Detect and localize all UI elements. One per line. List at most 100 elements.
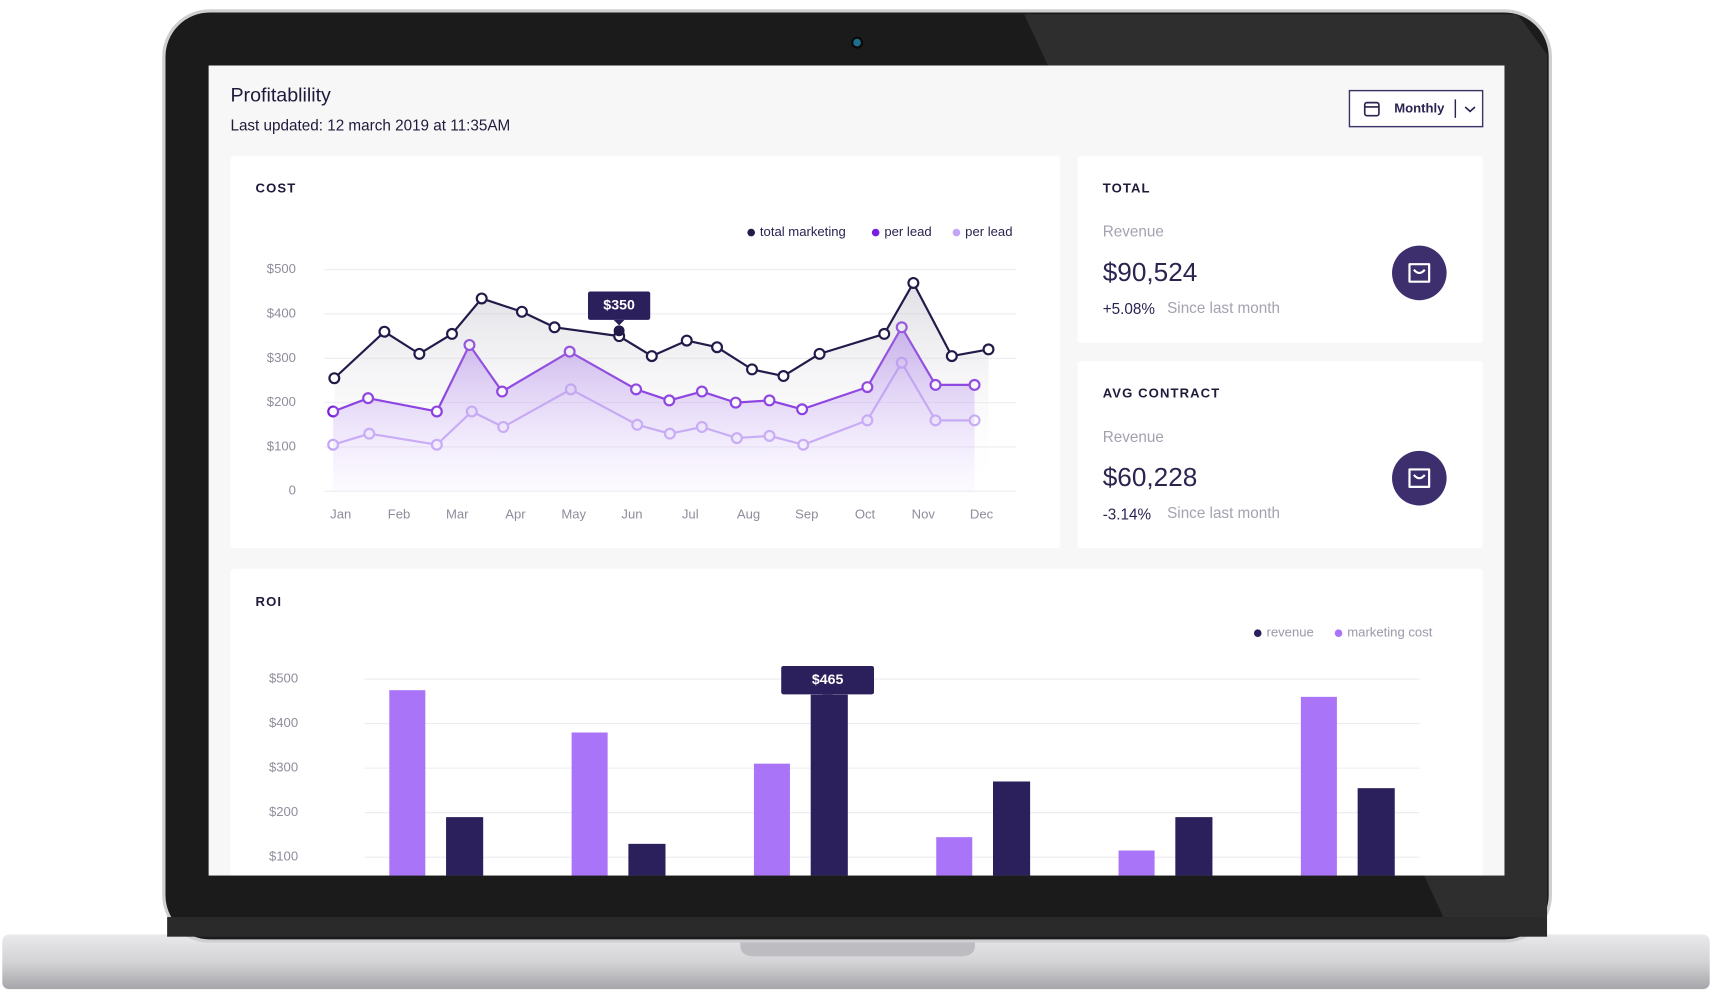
bar: [753, 763, 790, 876]
point-marker: [711, 341, 724, 354]
dropdown-chevron[interactable]: [1464, 106, 1476, 113]
point-marker: [328, 372, 341, 385]
legend-dot: [952, 228, 961, 237]
legend-dot: [1253, 629, 1262, 638]
x-tick-label: Oct: [855, 507, 876, 522]
y-tick-label: $500: [269, 670, 298, 685]
x-tick-label: Sep: [795, 507, 818, 522]
card-change: +5.08%: [1103, 301, 1156, 318]
bar: [1175, 817, 1213, 876]
point-marker: [982, 343, 995, 356]
total-card: [1077, 156, 1483, 343]
point-marker: [680, 334, 693, 347]
point-marker: [945, 350, 958, 363]
series-area: [334, 282, 989, 492]
camera: [851, 36, 864, 49]
bar: [446, 817, 484, 876]
point-marker: [813, 347, 826, 360]
point-marker: [745, 363, 759, 376]
legend-dot: [871, 228, 880, 237]
legend-dot: [1334, 629, 1343, 638]
x-tick-label: Jul: [682, 507, 699, 522]
x-tick-label: Aug: [737, 507, 760, 522]
card-label: Revenue: [1103, 429, 1164, 446]
roi-card: [230, 568, 1483, 876]
avg-contract-card: [1077, 361, 1483, 549]
lid-bottom: [167, 917, 1548, 937]
y-tick-label: 0: [289, 483, 296, 498]
highlight-marker: [613, 325, 625, 337]
page-title: Profitablility: [230, 84, 331, 106]
bar: [389, 690, 426, 876]
point-marker: [907, 276, 920, 289]
bar: [810, 694, 848, 876]
bar: [936, 837, 973, 876]
y-tick-label: $300: [269, 760, 298, 775]
bar: [993, 781, 1031, 876]
card-label: Revenue: [1103, 224, 1164, 241]
point-marker: [548, 321, 561, 334]
tooltip-pointer: [822, 694, 834, 700]
tooltip-pointer: [613, 319, 625, 326]
calendar-icon: [1363, 101, 1380, 117]
point-marker: [475, 292, 488, 305]
laptop-base: [2, 934, 1710, 990]
legend-label: per lead: [965, 224, 1012, 239]
bag-icon: [1408, 263, 1431, 283]
bar: [571, 732, 608, 876]
y-tick-label: $400: [267, 305, 296, 320]
tooltip: [781, 665, 875, 695]
period-dropdown[interactable]: Monthly: [1348, 89, 1484, 128]
legend-label: per lead: [884, 224, 931, 239]
bag-icon: [1408, 468, 1431, 488]
card-note: Since last month: [1167, 300, 1280, 317]
x-tick-label: Apr: [505, 507, 526, 522]
point-marker: [777, 370, 790, 383]
point-marker: [515, 305, 528, 318]
dropdown-label[interactable]: Monthly: [1394, 101, 1445, 116]
y-tick-label: $100: [267, 438, 296, 453]
card-value: $60,228: [1103, 462, 1198, 492]
card-title: TOTAL: [1103, 180, 1151, 195]
y-tick-label: $200: [269, 804, 298, 819]
y-tick-label: $400: [269, 715, 298, 730]
chart-title: COST: [256, 180, 297, 195]
card-change: -3.14%: [1103, 506, 1152, 523]
last-updated: Last updated: 12 march 2019 at 11:35AM: [230, 118, 510, 135]
dropdown-box[interactable]: [1348, 89, 1484, 128]
legend-label: marketing cost: [1347, 625, 1433, 640]
card-note: Since last month: [1167, 505, 1280, 522]
point-marker: [445, 327, 458, 340]
bar: [1118, 850, 1155, 876]
chart-title: ROI: [256, 594, 283, 609]
y-tick-label: $100: [269, 849, 298, 864]
card-value: $90,524: [1103, 257, 1198, 287]
point-marker: [378, 325, 391, 338]
y-tick-label: $200: [267, 394, 296, 409]
y-tick-label: $300: [267, 350, 296, 365]
card-title: AVG CONTRACT: [1103, 386, 1221, 401]
x-tick-label: Nov: [912, 507, 936, 522]
tooltip: [587, 291, 651, 320]
legend-dot: [747, 228, 756, 237]
x-tick-label: Dec: [970, 507, 994, 522]
tooltip-label: $350: [603, 297, 635, 313]
x-tick-label: Jan: [330, 507, 351, 522]
tooltip-label: $465: [812, 672, 844, 688]
point-marker: [878, 327, 891, 340]
bar: [1300, 696, 1337, 876]
dashboard: Profitablility Last updated: 12 march 20…: [230, 84, 1484, 876]
y-tick-label: $500: [267, 261, 296, 276]
x-tick-label: May: [561, 507, 586, 522]
x-tick-label: Jun: [621, 507, 642, 522]
point-marker: [645, 350, 658, 363]
bar: [628, 843, 666, 876]
x-tick-label: Feb: [388, 507, 411, 522]
x-tick-label: Mar: [446, 507, 469, 522]
bar: [1357, 788, 1395, 876]
legend-label: revenue: [1266, 625, 1313, 640]
legend-label: total marketing: [760, 224, 846, 239]
series-line: [333, 281, 989, 380]
